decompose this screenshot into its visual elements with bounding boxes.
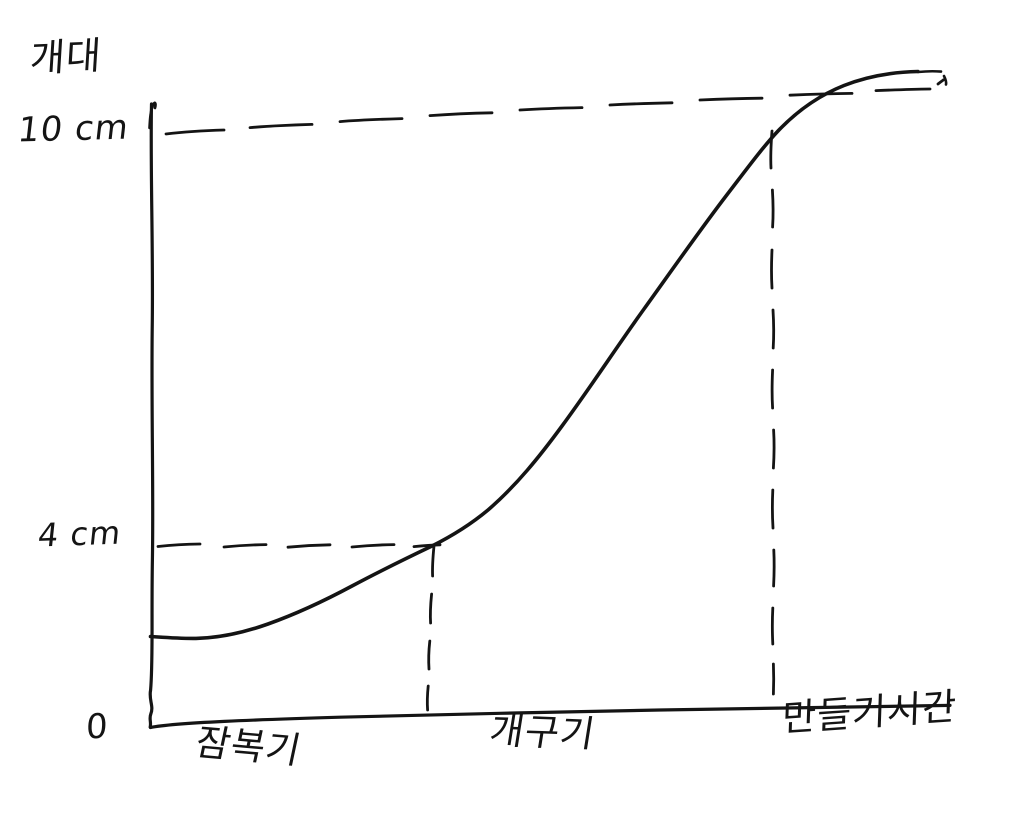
growth-curve-end-tick bbox=[942, 74, 948, 86]
y-axis-line bbox=[148, 102, 155, 729]
x-axis-line bbox=[148, 703, 952, 730]
reference-line-phase2-end bbox=[769, 129, 776, 696]
origin-label: 0 bbox=[85, 706, 110, 748]
y-tick-label-4cm: 4 cm bbox=[36, 513, 124, 555]
y-tick-label-10cm: 10 cm bbox=[15, 107, 132, 151]
growth-curve bbox=[148, 69, 920, 641]
reference-line-10cm bbox=[164, 78, 945, 136]
reference-line-phase1-end bbox=[425, 544, 436, 712]
reference-line-4cm bbox=[156, 542, 442, 549]
phase-label-incubation: 잠복기 bbox=[191, 720, 306, 773]
y-axis-top-nub bbox=[148, 101, 157, 130]
y-axis-title: 개대 bbox=[28, 33, 104, 81]
phase-label-opening: 개구기 bbox=[486, 709, 599, 756]
growth-curve-end-flick bbox=[916, 69, 943, 74]
